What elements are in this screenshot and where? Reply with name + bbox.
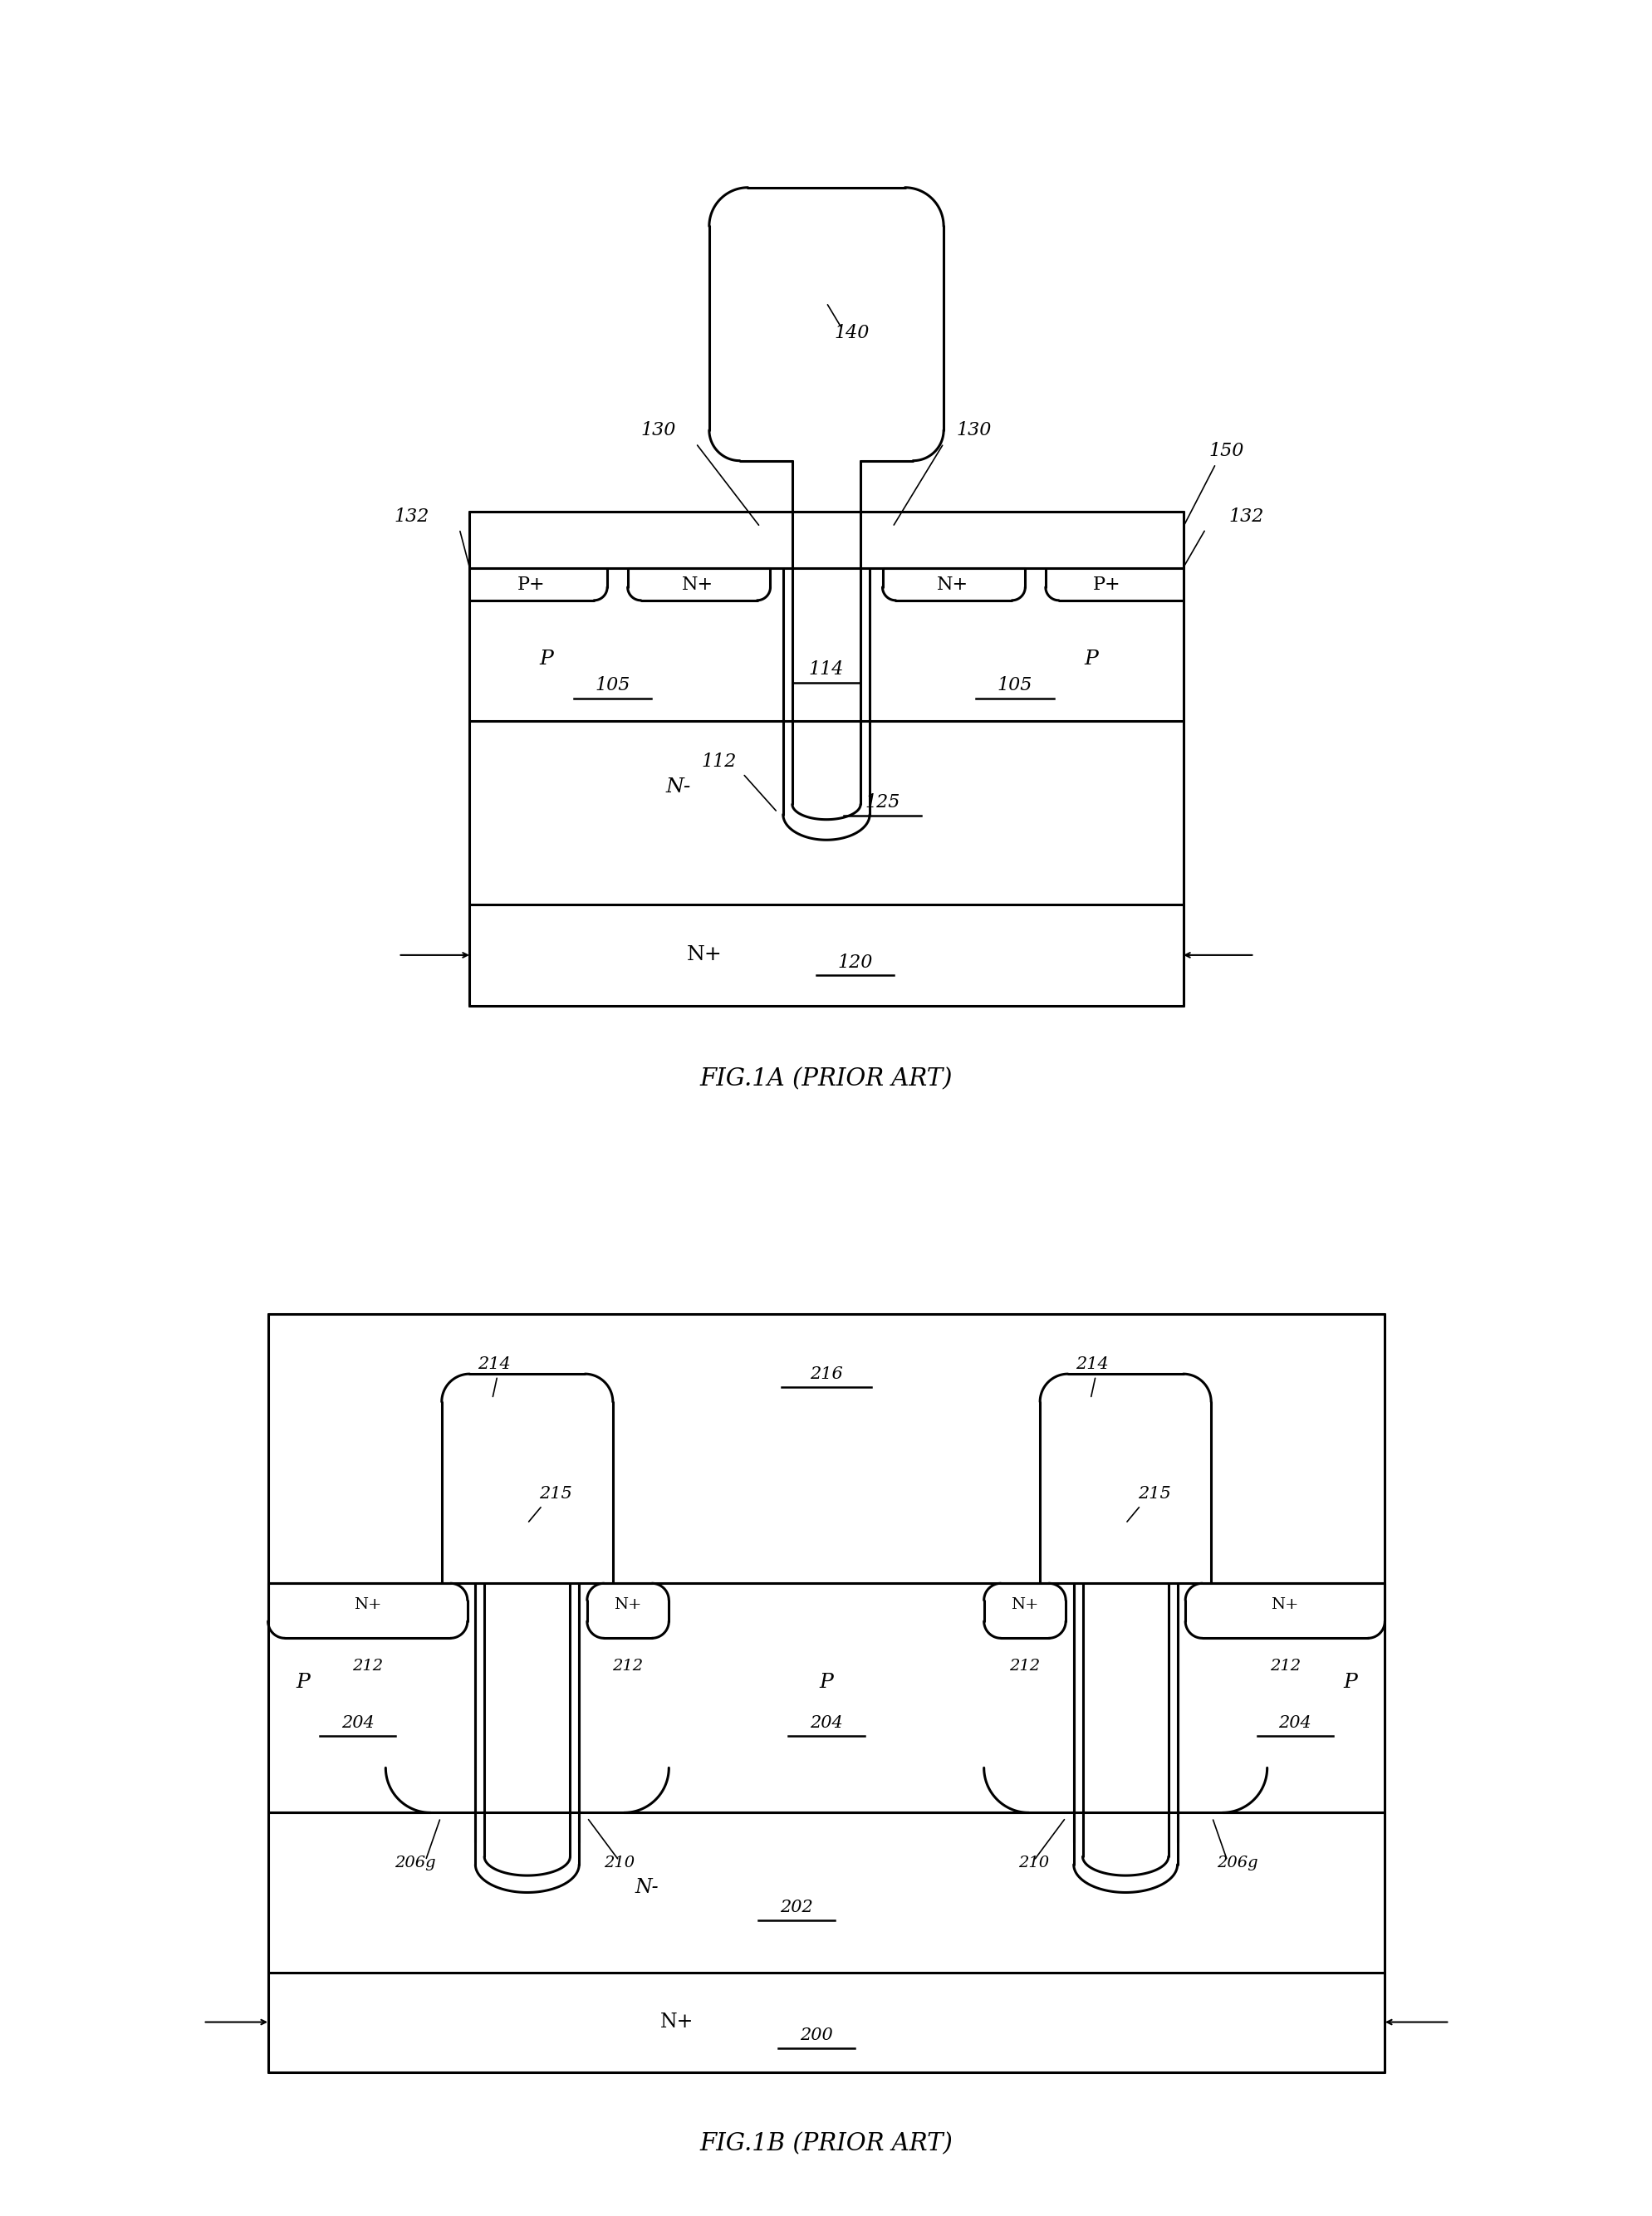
Text: P: P <box>296 1673 309 1693</box>
Text: 212: 212 <box>613 1658 643 1673</box>
Text: 212: 212 <box>352 1658 383 1673</box>
Text: 140: 140 <box>834 324 869 343</box>
Text: 204: 204 <box>1279 1715 1312 1731</box>
Text: 132: 132 <box>393 507 428 525</box>
Text: 120: 120 <box>838 953 872 971</box>
Text: 212: 212 <box>1269 1658 1300 1673</box>
Text: 125: 125 <box>864 793 900 811</box>
Text: N+: N+ <box>1011 1598 1037 1613</box>
Text: 215: 215 <box>1137 1487 1170 1502</box>
Text: N+: N+ <box>937 576 968 594</box>
Text: 200: 200 <box>800 2028 833 2043</box>
Text: 204: 204 <box>809 1715 843 1731</box>
Text: 114: 114 <box>808 660 844 678</box>
Text: P: P <box>819 1673 833 1693</box>
Text: 212: 212 <box>1009 1658 1039 1673</box>
Text: N-: N- <box>666 778 691 796</box>
Text: 204: 204 <box>340 1715 373 1731</box>
Text: 214: 214 <box>1075 1356 1108 1372</box>
Text: FIG.1B (PRIOR ART): FIG.1B (PRIOR ART) <box>699 2132 953 2156</box>
Text: 150: 150 <box>1208 441 1244 459</box>
Text: P: P <box>539 649 553 669</box>
Text: 105: 105 <box>595 676 629 694</box>
Text: 215: 215 <box>539 1487 572 1502</box>
Text: 105: 105 <box>996 676 1032 694</box>
Text: 214: 214 <box>477 1356 510 1372</box>
Text: 132: 132 <box>1229 507 1264 525</box>
Text: 206g: 206g <box>395 1857 436 1870</box>
Text: 202: 202 <box>780 1899 813 1915</box>
Text: 130: 130 <box>957 421 991 439</box>
Text: N+: N+ <box>686 946 722 964</box>
Text: 216: 216 <box>809 1367 843 1383</box>
Text: N+: N+ <box>615 1598 641 1613</box>
Text: 210: 210 <box>603 1857 634 1870</box>
Text: P: P <box>1343 1673 1356 1693</box>
Text: P+: P+ <box>1092 576 1120 594</box>
Text: 112: 112 <box>702 753 737 771</box>
Text: P+: P+ <box>517 576 545 594</box>
Text: N+: N+ <box>659 2012 694 2032</box>
Text: P: P <box>1084 649 1099 669</box>
Text: N+: N+ <box>682 576 714 594</box>
Text: N+: N+ <box>1270 1598 1298 1613</box>
Text: N-: N- <box>634 1877 659 1897</box>
Text: FIG.1A (PRIOR ART): FIG.1A (PRIOR ART) <box>699 1068 953 1090</box>
Text: 206g: 206g <box>1216 1857 1257 1870</box>
Text: 130: 130 <box>641 421 676 439</box>
Text: N+: N+ <box>354 1598 382 1613</box>
Text: 210: 210 <box>1018 1857 1049 1870</box>
